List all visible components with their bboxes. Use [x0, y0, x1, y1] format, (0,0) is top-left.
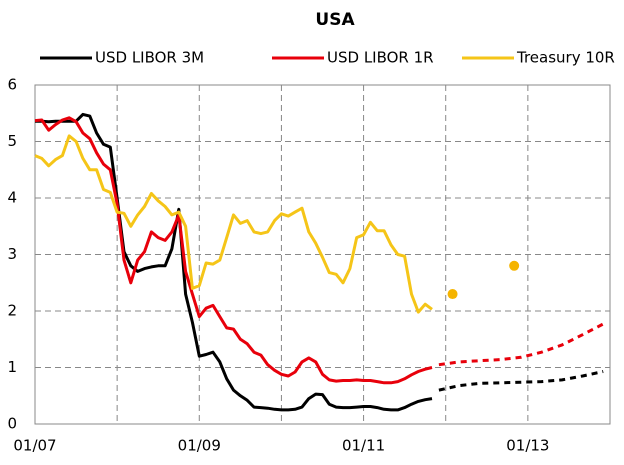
y-tick-label: 0 — [7, 415, 17, 433]
x-tick-label: 01/07 — [13, 437, 56, 455]
y-tick-label: 2 — [7, 302, 17, 320]
y-tick-label: 4 — [7, 189, 17, 207]
forecast-point — [509, 260, 520, 271]
series-line — [34, 116, 433, 385]
chart-title: USA — [315, 10, 355, 30]
y-tick-label: 1 — [7, 358, 17, 376]
forecast-line — [438, 322, 604, 367]
y-tick-label: 5 — [7, 132, 17, 150]
y-tick-label: 3 — [7, 245, 17, 263]
forecast-line — [438, 370, 604, 392]
legend-label: USD LIBOR 3M — [95, 49, 204, 67]
legend-label: USD LIBOR 1R — [327, 49, 434, 67]
x-tick-label: 01/11 — [342, 437, 385, 455]
x-tick-label: 01/09 — [178, 437, 221, 455]
series-line — [34, 134, 433, 314]
forecast-point — [447, 289, 458, 300]
legend-label: Treasury 10R — [516, 49, 615, 67]
x-tick-label: 01/13 — [506, 437, 549, 455]
y-tick-label: 6 — [7, 76, 17, 94]
series-line — [35, 112, 433, 412]
